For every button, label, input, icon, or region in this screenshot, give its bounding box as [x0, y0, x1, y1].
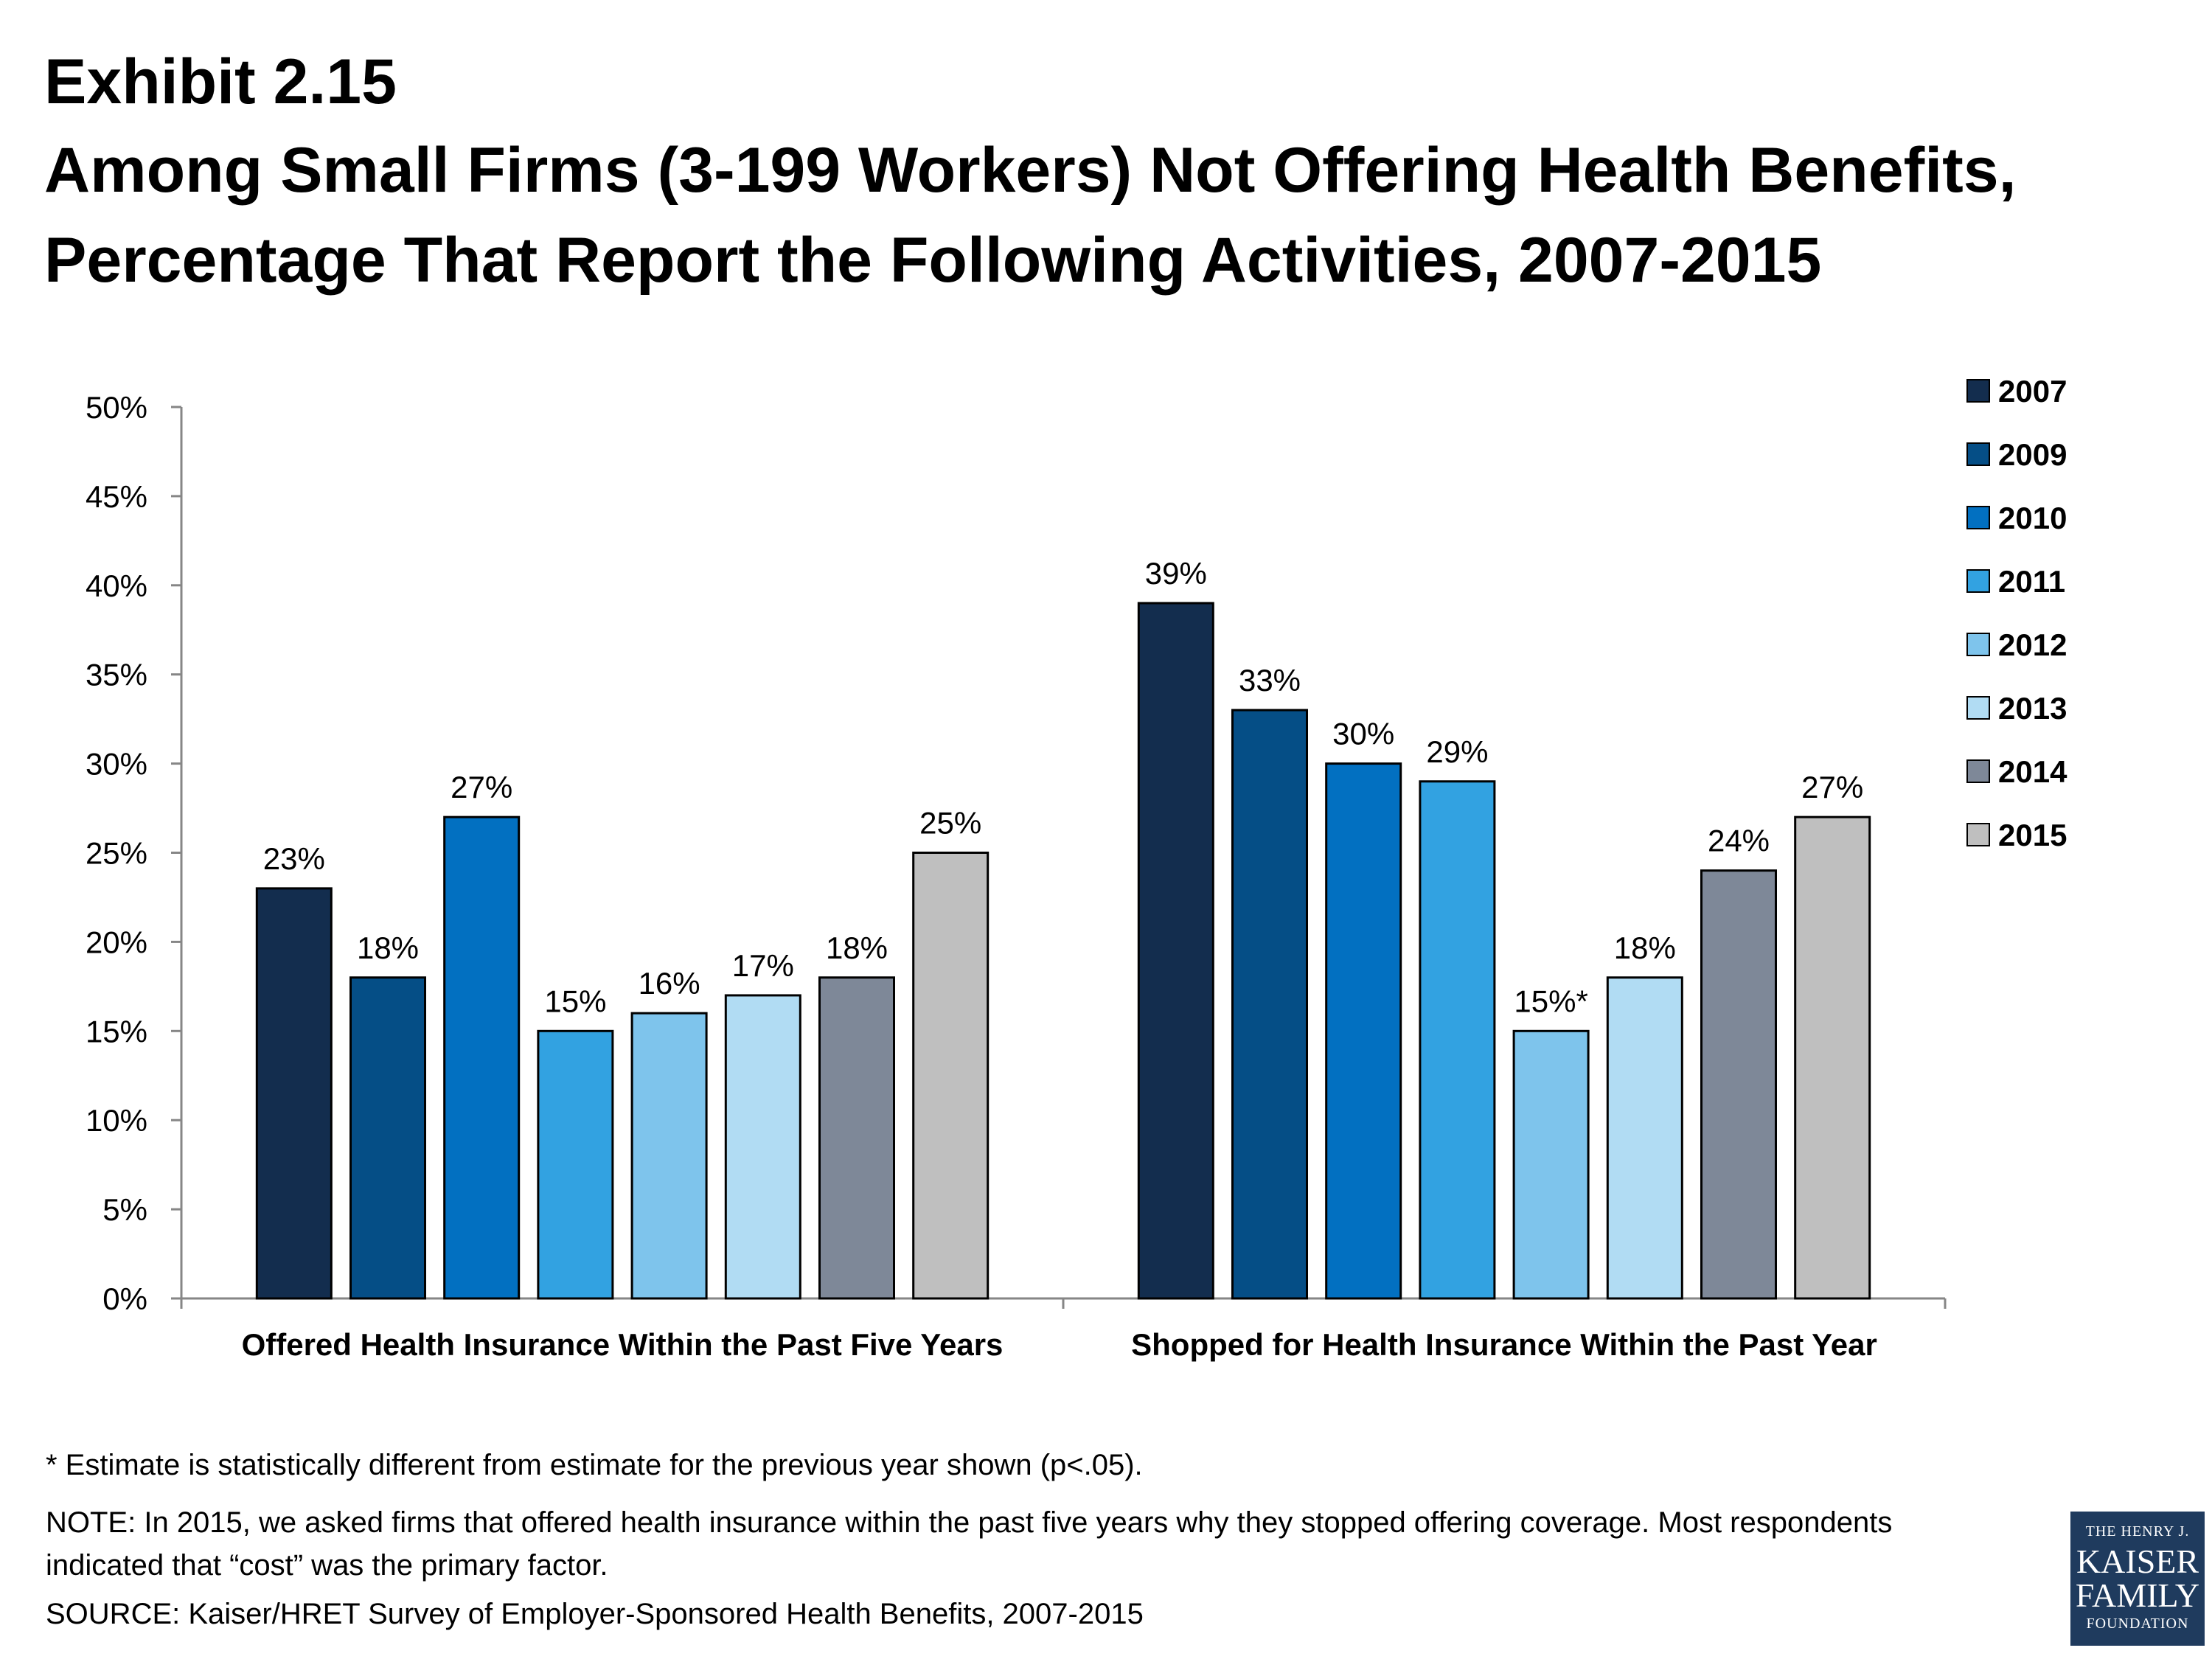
data-label: 23%: [263, 841, 325, 876]
logo-line4: FOUNDATION: [2086, 1615, 2189, 1632]
data-label: 18%: [357, 931, 419, 965]
legend-label: 2009: [1998, 437, 2067, 472]
legend-swatch: [1966, 759, 1990, 783]
chart-title-line2: Percentage That Report the Following Act…: [44, 225, 1822, 296]
bar: [1606, 976, 1683, 1300]
data-label: 16%: [639, 966, 700, 1001]
legend-label: 2013: [1998, 691, 2067, 726]
y-tick-label: 0%: [102, 1281, 147, 1316]
y-tick-label: 35%: [86, 658, 147, 692]
legend-swatch: [1966, 696, 1990, 720]
source-note: SOURCE: Kaiser/HRET Survey of Employer-S…: [46, 1598, 1144, 1630]
y-tick-label: 10%: [86, 1103, 147, 1138]
chart-title-line1: Among Small Firms (3-199 Workers) Not Of…: [44, 135, 2017, 206]
y-tick-label: 20%: [86, 925, 147, 959]
data-label: 17%: [732, 948, 794, 983]
note: NOTE: In 2015, we asked firms that offer…: [46, 1501, 1892, 1587]
footnote: * Estimate is statistically different fr…: [46, 1449, 1143, 1481]
y-tick-label: 30%: [86, 747, 147, 782]
y-tick-label: 45%: [86, 479, 147, 514]
bar: [537, 1029, 614, 1300]
data-label: 25%: [919, 806, 981, 841]
data-label: 24%: [1708, 824, 1770, 858]
data-label: 18%: [826, 931, 888, 965]
logo-line3: FAMILY: [2075, 1576, 2200, 1614]
data-label: 18%: [1614, 931, 1676, 965]
legend-swatch: [1966, 569, 1990, 593]
legend-label: 2015: [1998, 818, 2067, 852]
data-label: 27%: [451, 770, 512, 804]
legend-label: 2010: [1998, 501, 2067, 535]
data-label: 29%: [1426, 734, 1488, 769]
legend-label: 2012: [1998, 627, 2067, 662]
bar: [724, 994, 801, 1300]
y-tick-label: 5%: [102, 1192, 147, 1227]
data-label: 39%: [1145, 556, 1207, 591]
y-tick-label: 25%: [86, 836, 147, 871]
bar: [1137, 602, 1214, 1300]
kff-logo: THE HENRY J. KAISER FAMILY FOUNDATION: [2070, 1512, 2205, 1646]
logo-line2: KAISER: [2076, 1543, 2199, 1580]
legend-swatch: [1966, 442, 1990, 466]
bar: [630, 1012, 708, 1300]
note-line1: NOTE: In 2015, we asked firms that offer…: [46, 1506, 1893, 1539]
bar: [1231, 709, 1308, 1300]
legend-label: 2014: [1998, 754, 2067, 789]
y-tick-label: 50%: [86, 390, 147, 425]
data-label: 30%: [1332, 717, 1394, 751]
y-tick-label: 40%: [86, 568, 147, 603]
bar: [1325, 762, 1402, 1300]
bar: [912, 852, 990, 1300]
x-category-label: Offered Health Insurance Within the Past…: [242, 1327, 1004, 1362]
legend-swatch: [1966, 823, 1990, 846]
bar: [1512, 1029, 1590, 1300]
legend-label: 2011: [1998, 564, 2065, 599]
exhibit-number: Exhibit 2.15: [44, 46, 397, 117]
bar: [818, 976, 895, 1300]
data-label: 15%: [544, 984, 606, 1018]
data-label: 15%*: [1514, 984, 1587, 1018]
data-label: 33%: [1239, 663, 1301, 698]
legend-swatch: [1966, 633, 1990, 656]
x-category-label: Shopped for Health Insurance Within the …: [1131, 1327, 1877, 1362]
bar: [1419, 780, 1496, 1300]
bar: [443, 815, 521, 1300]
logo-line1: THE HENRY J.: [2085, 1523, 2190, 1540]
legend-swatch: [1966, 506, 1990, 529]
bar: [255, 887, 333, 1300]
legend-label: 2007: [1998, 374, 2067, 408]
note-line2: indicated that “cost” was the primary fa…: [46, 1549, 608, 1582]
legend-swatch: [1966, 379, 1990, 403]
bar: [349, 976, 426, 1300]
bar: [1700, 869, 1777, 1300]
data-label: 27%: [1801, 770, 1863, 804]
y-tick-label: 15%: [86, 1014, 147, 1048]
bar: [1794, 815, 1871, 1300]
bar-chart: 0% 5% 10% 15% 20% 25% 30% 35% 40% 45% 50% 23% 18% 27%…: [86, 374, 2067, 1362]
